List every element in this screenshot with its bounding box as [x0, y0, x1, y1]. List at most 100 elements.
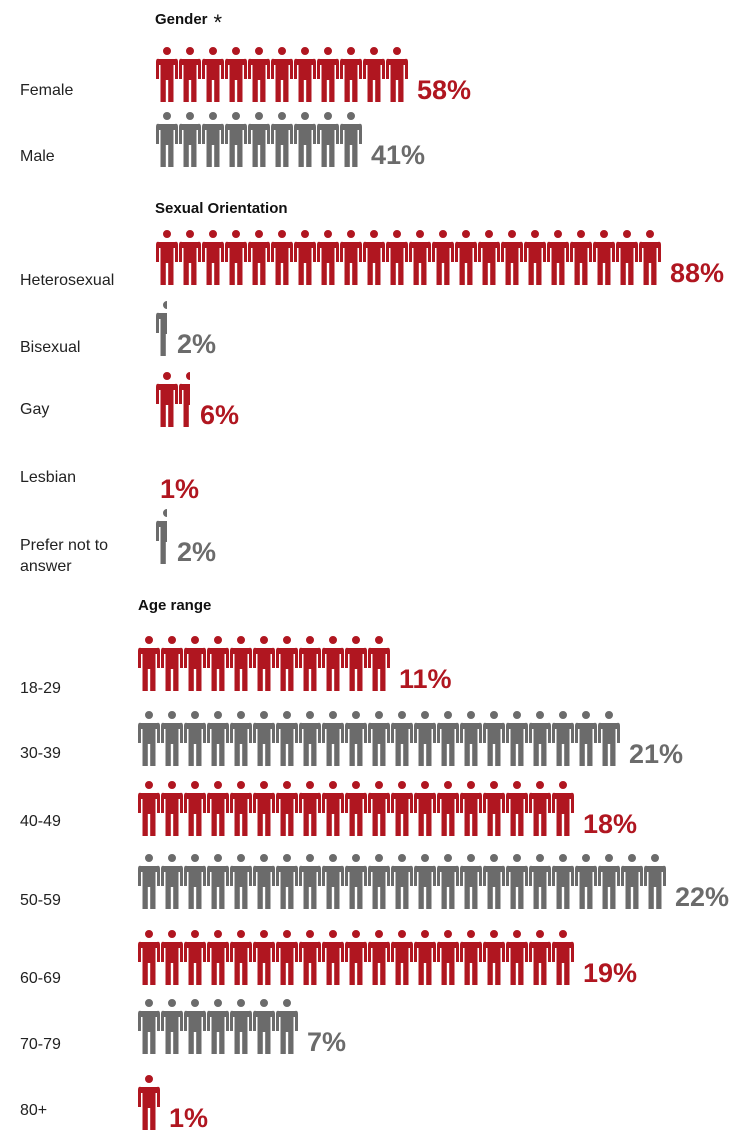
person-icon: [156, 230, 178, 285]
person-icon: [437, 711, 459, 766]
person-icon: [391, 781, 413, 836]
person-icon: [299, 711, 321, 766]
person-icon: [317, 230, 339, 285]
person-icon: [230, 930, 252, 985]
person-icon: [230, 636, 252, 691]
person-icon: [271, 230, 293, 285]
person-icon: [202, 112, 224, 167]
person-icon: [276, 854, 298, 909]
person-icon: [161, 930, 183, 985]
person-icon: [184, 999, 206, 1054]
category-label: Heterosexual: [20, 270, 114, 291]
icon-row-70-79: [138, 999, 298, 1054]
person-icon: [184, 854, 206, 909]
person-icon: [230, 854, 252, 909]
person-icon: [368, 781, 390, 836]
person-icon: [391, 930, 413, 985]
person-icon: [460, 781, 482, 836]
category-label-line: Prefer not to: [20, 537, 109, 554]
person-icon: [460, 930, 482, 985]
person-icon: [184, 711, 206, 766]
person-icon: [253, 781, 275, 836]
person-icon: [437, 854, 459, 909]
person-icon: [276, 636, 298, 691]
person-icon: [552, 781, 574, 836]
person-icon: [156, 47, 178, 102]
percent-label: 18%: [583, 809, 638, 839]
person-icon: [483, 711, 505, 766]
person-icon: [368, 636, 390, 691]
person-icon: [391, 711, 413, 766]
person-icon: [271, 112, 293, 167]
person-icon: [225, 47, 247, 102]
person-icon: [317, 112, 339, 167]
icon-row-heterosexual: [156, 230, 661, 285]
person-icon: [253, 930, 275, 985]
person-icon: [506, 781, 528, 836]
percent-label: 22%: [675, 882, 730, 912]
person-icon: [248, 230, 270, 285]
person-icon: [253, 636, 275, 691]
person-icon: [179, 112, 201, 167]
percent-label: 88%: [670, 258, 725, 288]
person-icon: [161, 781, 183, 836]
person-icon: [207, 781, 229, 836]
percent-label: 21%: [629, 739, 684, 769]
person-icon-partial: [156, 301, 167, 356]
person-icon: [644, 854, 666, 909]
icon-row-gay: [156, 372, 190, 427]
category-label: 40-49: [20, 813, 61, 830]
person-icon: [322, 711, 344, 766]
percent-label: 2%: [177, 537, 217, 567]
person-icon: [432, 230, 454, 285]
section-title-text: Age range: [138, 597, 212, 614]
person-icon: [138, 711, 160, 766]
person-icon: [179, 47, 201, 102]
person-icon: [506, 930, 528, 985]
person-icon: [340, 112, 362, 167]
person-icon: [409, 230, 431, 285]
person-icon: [138, 781, 160, 836]
icon-row-50-59: [138, 854, 666, 909]
person-icon: [368, 930, 390, 985]
person-icon: [552, 930, 574, 985]
person-icon: [253, 854, 275, 909]
category-label: 50-59: [20, 892, 61, 909]
person-icon: [225, 112, 247, 167]
section-title-orientation: Sexual Orientation: [155, 200, 288, 217]
person-icon: [593, 230, 615, 285]
person-icon: [391, 854, 413, 909]
person-icon: [253, 999, 275, 1054]
category-label-line: Heterosexual: [20, 272, 115, 289]
category-label-line: Gay: [20, 401, 50, 418]
person-icon: [345, 854, 367, 909]
category-label: 18-29: [20, 680, 61, 697]
icon-row-female: [156, 47, 408, 102]
person-icon: [202, 230, 224, 285]
person-icon: [368, 711, 390, 766]
person-icon: [179, 230, 201, 285]
icon-row-prefer-not-to-answer: [156, 509, 167, 564]
icon-row-60-69: [138, 930, 574, 985]
person-icon: [529, 781, 551, 836]
person-icon: [207, 999, 229, 1054]
percent-label: 1%: [169, 1103, 209, 1133]
person-icon: [207, 930, 229, 985]
icon-row-40-49: [138, 781, 574, 836]
person-icon: [276, 930, 298, 985]
person-icon: [524, 230, 546, 285]
person-icon: [299, 781, 321, 836]
person-icon: [345, 781, 367, 836]
person-icon: [414, 781, 436, 836]
person-icon: [253, 711, 275, 766]
percent-label: 1%: [160, 474, 200, 504]
person-icon: [207, 711, 229, 766]
section-title-age: Age range: [138, 597, 211, 614]
percent-label: 6%: [200, 400, 240, 430]
person-icon: [483, 930, 505, 985]
person-icon: [161, 999, 183, 1054]
percent-label: 41%: [371, 140, 426, 170]
person-icon: [294, 230, 316, 285]
